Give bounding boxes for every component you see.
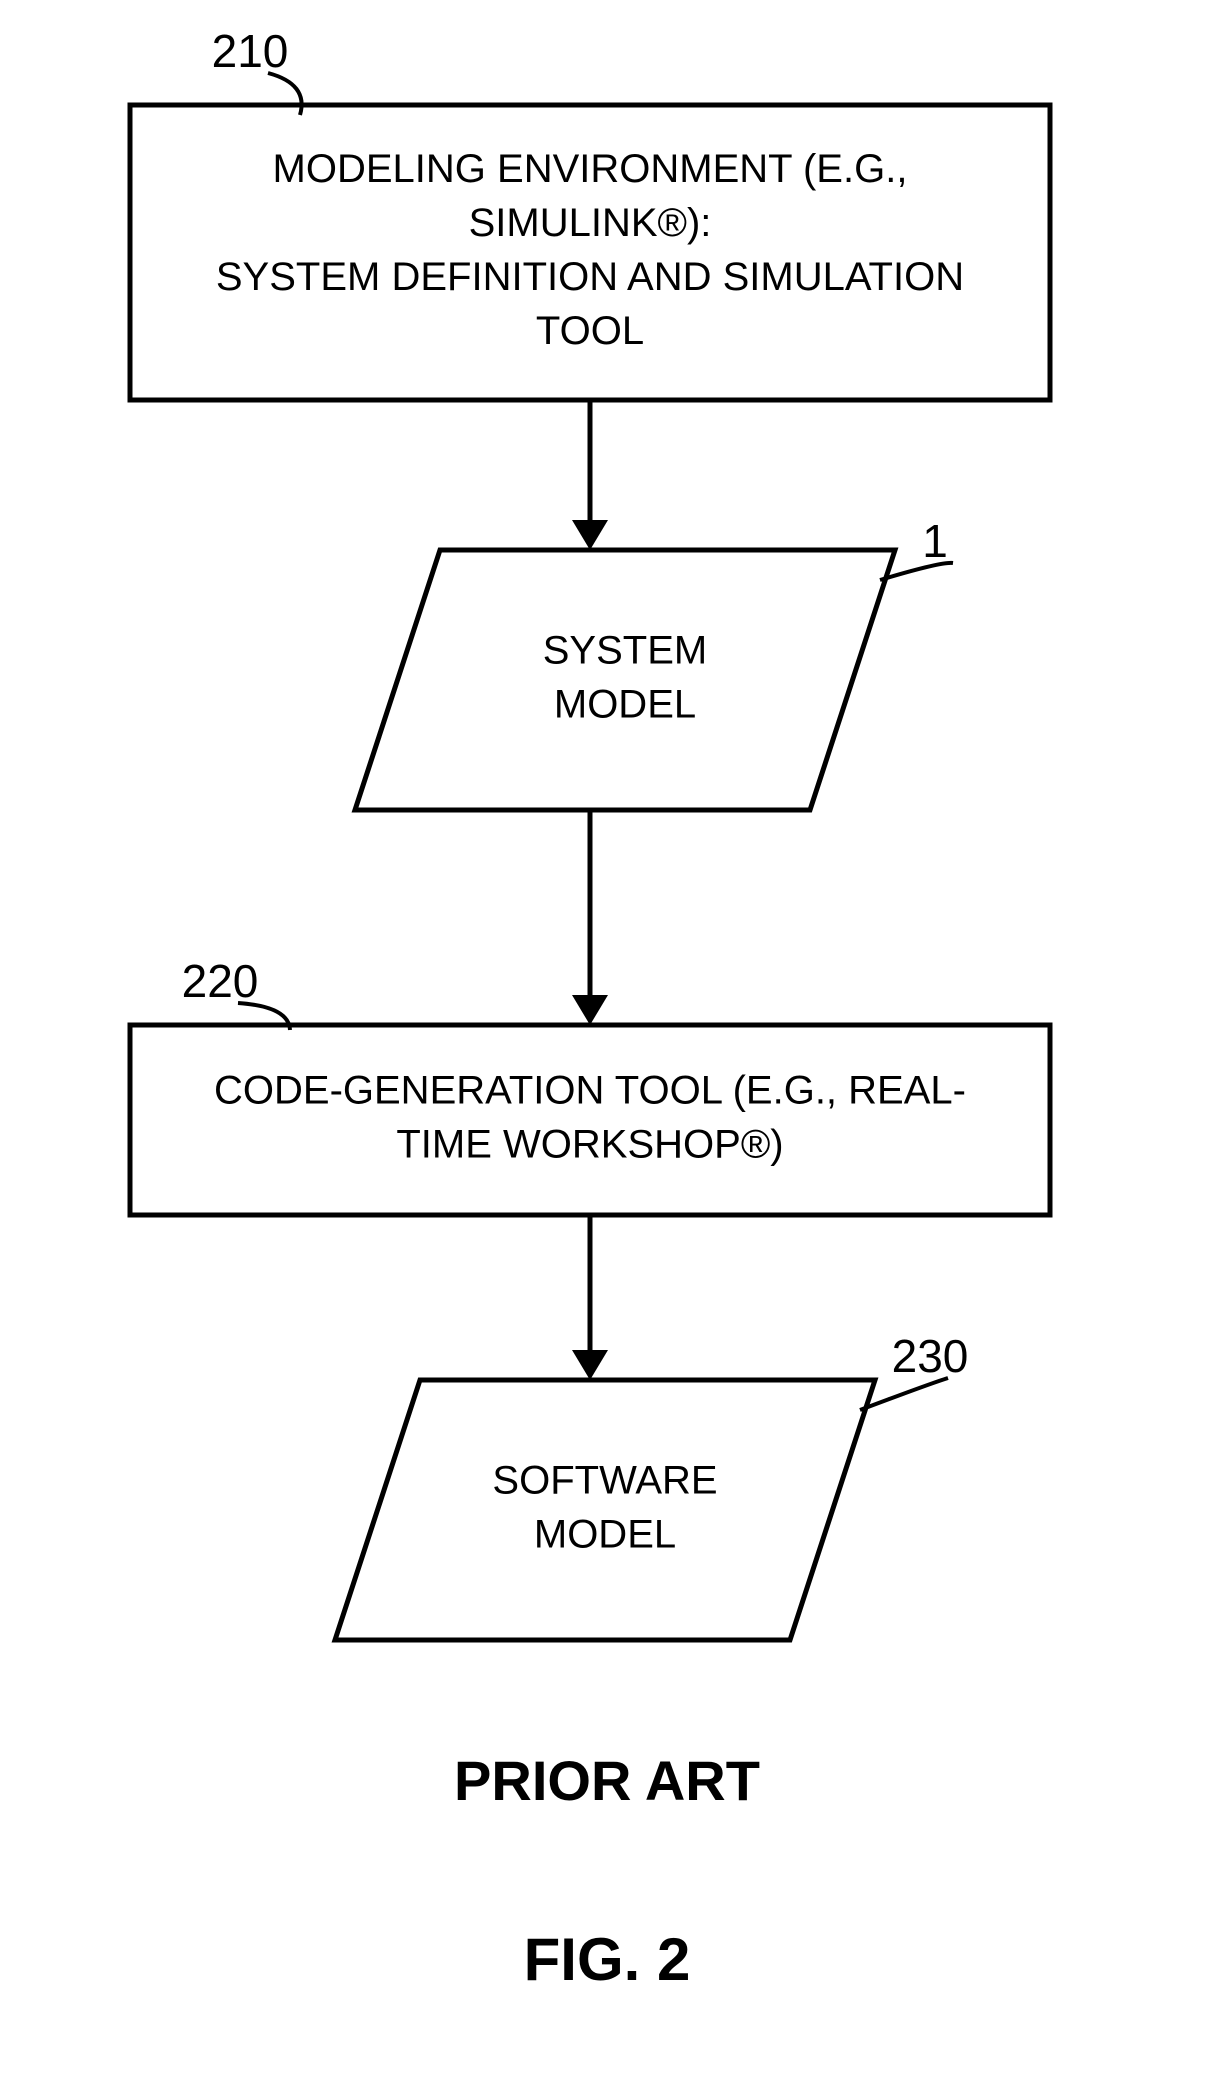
svg-text:210: 210 xyxy=(212,25,289,77)
svg-text:MODELING ENVIRONMENT (E.G.,: MODELING ENVIRONMENT (E.G., xyxy=(273,147,908,191)
svg-text:TIME WORKSHOP®): TIME WORKSHOP®) xyxy=(396,1123,783,1167)
svg-text:CODE-GENERATION TOOL (E.G., RE: CODE-GENERATION TOOL (E.G., REAL- xyxy=(214,1069,966,1113)
svg-text:1: 1 xyxy=(922,515,948,567)
svg-text:SYSTEM DEFINITION AND SIMULATI: SYSTEM DEFINITION AND SIMULATION xyxy=(216,255,964,299)
svg-text:SIMULINK®):: SIMULINK®): xyxy=(469,201,712,245)
svg-text:230: 230 xyxy=(892,1330,969,1382)
svg-text:MODEL: MODEL xyxy=(554,683,696,727)
svg-text:PRIOR ART: PRIOR ART xyxy=(454,1749,760,1812)
svg-text:SYSTEM: SYSTEM xyxy=(543,629,707,673)
svg-text:MODEL: MODEL xyxy=(534,1513,676,1557)
svg-text:TOOL: TOOL xyxy=(536,309,644,353)
svg-text:220: 220 xyxy=(182,955,259,1007)
svg-text:SOFTWARE: SOFTWARE xyxy=(492,1459,717,1503)
svg-text:FIG. 2: FIG. 2 xyxy=(524,1926,691,1993)
